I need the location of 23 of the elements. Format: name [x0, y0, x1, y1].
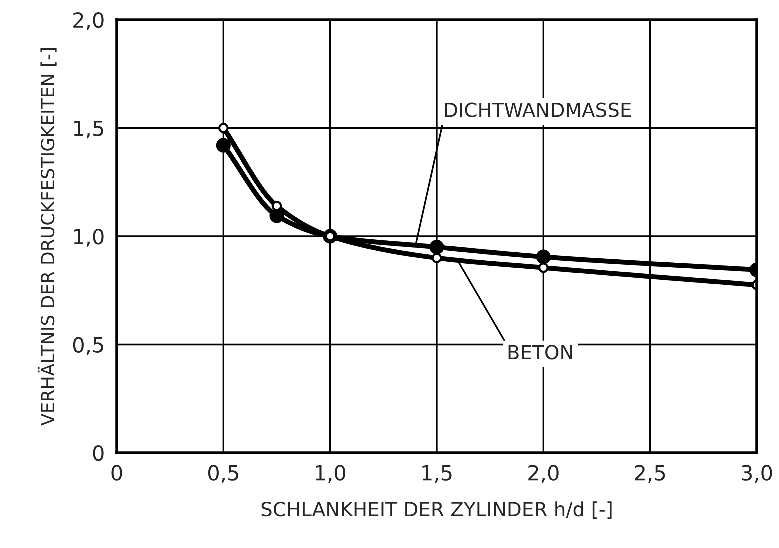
- y-tick-label: 1,5: [74, 120, 104, 139]
- point: [536, 250, 551, 264]
- annotation: BETON: [508, 345, 572, 360]
- y-tick-label: 2,0: [74, 12, 104, 30]
- x-tick-label: 0: [112, 465, 122, 481]
- y-tick-label: 0: [93, 445, 104, 462]
- point: [216, 138, 231, 153]
- point: [538, 262, 549, 274]
- point: [218, 123, 229, 134]
- x-tick-label: 1,5: [422, 465, 452, 484]
- x-tick-label: 2,5: [635, 465, 666, 484]
- x-tick-label: 0,5: [208, 465, 238, 484]
- point: [430, 240, 444, 255]
- y-axis-title: VERHÄLTNIS DER DRUCKFESTIGKEITEN [-]: [38, 48, 57, 426]
- point: [432, 252, 442, 264]
- point: [272, 200, 282, 212]
- x-tick-label: 1,0: [316, 465, 346, 484]
- annotation: DICHTWANDMASSE: [445, 102, 632, 118]
- x-tick-label: 3,0: [742, 465, 772, 484]
- y-tick-label: 0,5: [73, 337, 104, 356]
- x-axis-title: SCHLANKHEIT DER ZYLINDER h/d [-]: [262, 502, 612, 519]
- y-tick-label: 1,0: [74, 228, 104, 247]
- x-tick-label: 2,0: [528, 465, 559, 484]
